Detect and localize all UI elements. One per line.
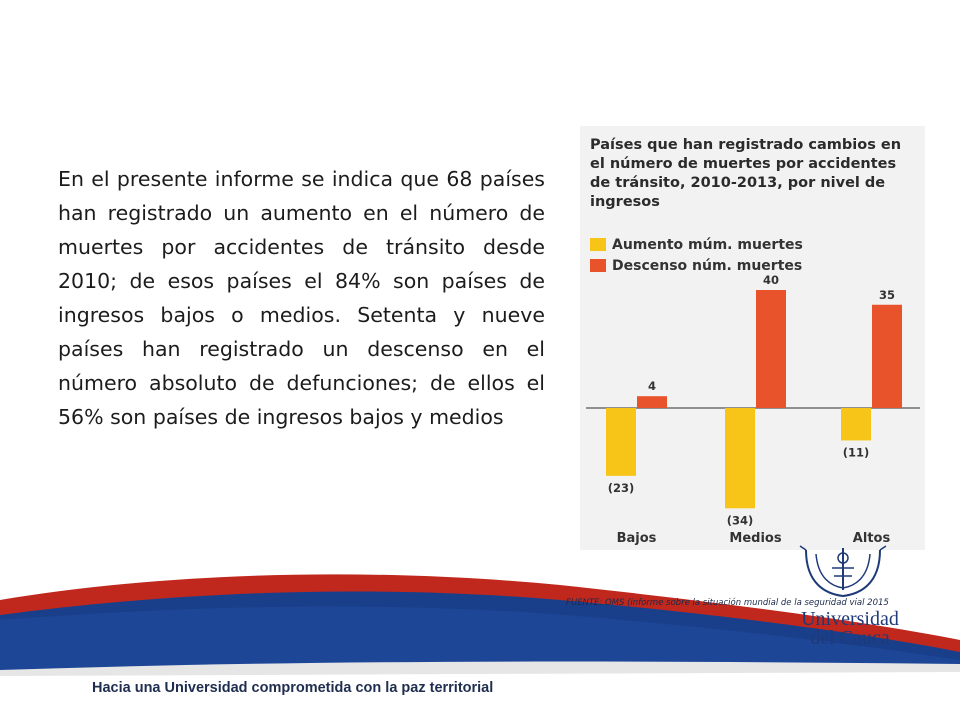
university-crest-logo xyxy=(799,545,887,598)
legend-swatch-increase xyxy=(590,238,606,251)
bar-medios-decrease xyxy=(756,290,786,408)
data-label-altos-decrease: 35 xyxy=(879,288,895,302)
data-label-medios-decrease: 40 xyxy=(763,273,779,287)
legend-label-decrease: Descenso núm. muertes xyxy=(612,257,803,274)
category-label-bajos: Bajos xyxy=(617,531,657,546)
bar-altos-decrease xyxy=(872,304,902,408)
legend-item-decrease: Descenso núm. muertes xyxy=(590,255,803,276)
source-note: FUENTE: OMS (informe sobre la situación … xyxy=(566,598,889,608)
data-label-altos-increase: (11) xyxy=(843,445,870,459)
data-label-bajos-increase: (23) xyxy=(608,481,635,495)
footer-white-area xyxy=(0,670,960,720)
decorative-footer-band xyxy=(0,574,960,720)
chart-panel: Países que han registrado cambios en el … xyxy=(580,126,925,550)
chart-title: Países que han registrado cambios en el … xyxy=(590,137,902,210)
footer-separator xyxy=(0,661,960,676)
bar-altos-increase xyxy=(841,408,871,441)
bar-chart: (23) 4 Bajos (34) 40 Medios (11) 35 Altos xyxy=(586,273,920,546)
category-label-altos: Altos xyxy=(853,531,891,546)
university-name-line2: del Cauca xyxy=(810,627,890,649)
bar-bajos-decrease xyxy=(637,396,667,408)
legend-label-increase: Aumento múm. muertes xyxy=(612,236,803,253)
legend-swatch-decrease xyxy=(590,259,606,272)
category-label-medios: Medios xyxy=(729,531,781,546)
footer-tagline: Hacia una Universidad comprometida con l… xyxy=(92,680,494,696)
university-name-line1: Universidad xyxy=(801,608,899,630)
legend-item-increase: Aumento múm. muertes xyxy=(590,234,803,255)
university-name: Universidad del Cauca xyxy=(800,608,900,649)
bar-bajos-increase xyxy=(606,408,636,476)
data-label-bajos-decrease: 4 xyxy=(648,379,656,393)
chart-legend: Aumento múm. muertes Descenso núm. muert… xyxy=(590,234,803,276)
bar-medios-increase xyxy=(725,408,755,509)
body-paragraph: En el presente informe se indica que 68 … xyxy=(58,167,545,429)
data-label-medios-increase: (34) xyxy=(727,513,754,527)
